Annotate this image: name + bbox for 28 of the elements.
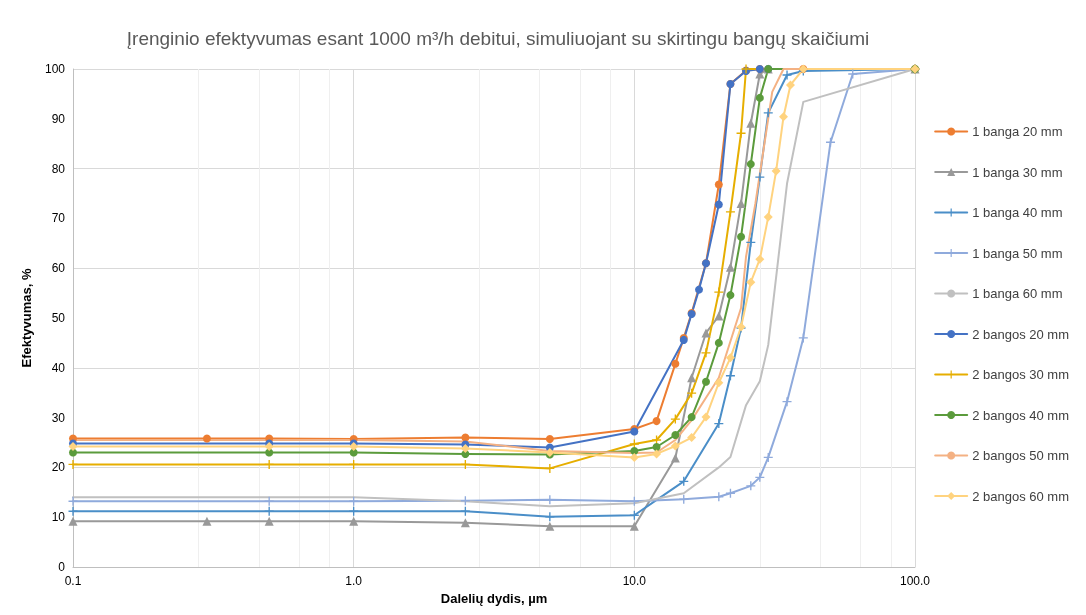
y-tick-label: 20 bbox=[51, 460, 66, 475]
y-tick-label: 0 bbox=[58, 560, 66, 574]
y-tick-label: 30 bbox=[51, 410, 66, 425]
y-tick-label: 100 bbox=[44, 62, 66, 76]
legend-label: 1 banga 50 mm bbox=[972, 245, 1063, 261]
legend-label: 2 bangos 50 mm bbox=[972, 448, 1070, 463]
x-tick-label: 1.0 bbox=[345, 574, 363, 588]
y-tick-label: 60 bbox=[51, 261, 66, 276]
legend-label: 2 bangos 40 mm bbox=[972, 407, 1070, 423]
x-tick-label: 100.0 bbox=[899, 574, 931, 588]
x-tick-label: 0.1 bbox=[64, 574, 82, 588]
chart-title: Įrenginio efektyvumas esant 1000 m³/h debitui, simuliuojant su skirtingu bangų skaičiumi bbox=[126, 28, 870, 49]
y-tick-label: 90 bbox=[51, 111, 66, 126]
x-tick-label: 10.0 bbox=[622, 574, 647, 588]
y-tick-label: 10 bbox=[51, 510, 66, 525]
legend-label: 1 banga 60 mm bbox=[972, 286, 1063, 301]
y-tick-label: 80 bbox=[51, 161, 66, 176]
y-tick-label: 40 bbox=[51, 360, 66, 375]
x-axis-title: Dalelių dydis, µm bbox=[440, 590, 548, 606]
y-tick-label: 70 bbox=[51, 211, 66, 226]
y-tick-label: 50 bbox=[51, 311, 66, 325]
legend-label: 1 banga 30 mm bbox=[972, 164, 1063, 180]
legend-label: 1 banga 40 mm bbox=[972, 205, 1063, 220]
legend-label: 2 bangos 20 mm bbox=[972, 326, 1070, 342]
legend-label: 2 bangos 60 mm bbox=[972, 488, 1070, 504]
legend-label: 2 bangos 30 mm bbox=[972, 367, 1070, 382]
legend-label: 1 banga 20 mm bbox=[972, 124, 1063, 139]
y-axis-title: Efektyvumas, % bbox=[19, 268, 34, 368]
